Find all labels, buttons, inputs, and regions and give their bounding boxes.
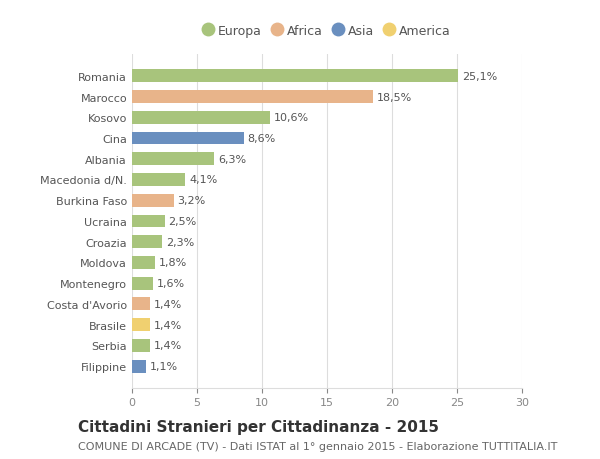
Text: 25,1%: 25,1% bbox=[462, 72, 497, 82]
Text: 1,4%: 1,4% bbox=[154, 320, 182, 330]
Text: 2,3%: 2,3% bbox=[166, 237, 194, 247]
Bar bbox=[132, 215, 164, 228]
Bar bbox=[132, 153, 214, 166]
Text: 1,1%: 1,1% bbox=[150, 361, 178, 371]
Legend: Europa, Africa, Asia, America: Europa, Africa, Asia, America bbox=[199, 22, 455, 42]
Text: 3,2%: 3,2% bbox=[178, 196, 206, 206]
Bar bbox=[132, 257, 155, 269]
Text: 1,8%: 1,8% bbox=[160, 258, 188, 268]
Text: COMUNE DI ARCADE (TV) - Dati ISTAT al 1° gennaio 2015 - Elaborazione TUTTITALIA.: COMUNE DI ARCADE (TV) - Dati ISTAT al 1°… bbox=[78, 441, 557, 451]
Bar bbox=[132, 194, 173, 207]
Bar bbox=[132, 277, 153, 290]
Text: 8,6%: 8,6% bbox=[248, 134, 276, 144]
Text: 6,3%: 6,3% bbox=[218, 154, 246, 164]
Text: 4,1%: 4,1% bbox=[189, 175, 217, 185]
Text: 1,4%: 1,4% bbox=[154, 299, 182, 309]
Text: Cittadini Stranieri per Cittadinanza - 2015: Cittadini Stranieri per Cittadinanza - 2… bbox=[78, 419, 439, 434]
Bar bbox=[132, 339, 150, 352]
Bar bbox=[132, 174, 185, 186]
Bar bbox=[132, 112, 270, 124]
Bar bbox=[132, 91, 373, 104]
Text: 1,4%: 1,4% bbox=[154, 341, 182, 351]
Bar bbox=[132, 236, 162, 249]
Bar bbox=[132, 132, 244, 145]
Text: 1,6%: 1,6% bbox=[157, 279, 185, 289]
Text: 2,5%: 2,5% bbox=[169, 217, 197, 226]
Bar bbox=[132, 360, 146, 373]
Bar bbox=[132, 319, 150, 331]
Bar bbox=[132, 70, 458, 83]
Bar bbox=[132, 298, 150, 311]
Text: 10,6%: 10,6% bbox=[274, 113, 309, 123]
Text: 18,5%: 18,5% bbox=[376, 92, 412, 102]
